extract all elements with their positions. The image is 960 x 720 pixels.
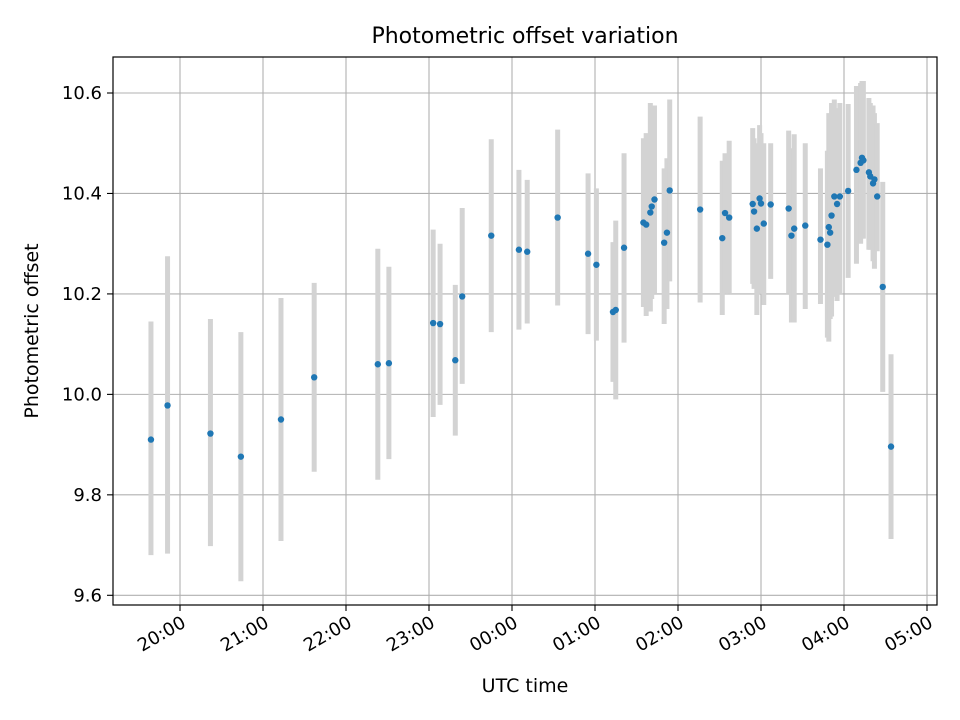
data-point [826, 229, 834, 236]
data-point [277, 416, 285, 423]
data-point [767, 201, 774, 208]
data-point [207, 430, 214, 437]
chart-title: Photometric offset variation [371, 24, 678, 49]
y-tick-label: 10.6 [62, 83, 102, 104]
data-point [725, 214, 733, 221]
data-point [660, 239, 668, 246]
data-point [757, 200, 765, 207]
y-tick-label: 9.8 [73, 485, 102, 506]
data-point [237, 453, 245, 460]
data-point [459, 293, 466, 300]
plot-area [113, 57, 937, 605]
data-point [452, 357, 459, 364]
data-point [651, 196, 658, 203]
data-point [429, 319, 437, 327]
data-point [887, 443, 895, 450]
data-point [791, 225, 798, 232]
data-point [648, 203, 655, 210]
data-point [593, 261, 600, 268]
y-axis: 9.6 9.8 10.0 10.2 10.4 10.6 [62, 83, 113, 606]
data-point [831, 193, 838, 200]
data-point [853, 166, 860, 174]
data-point [879, 283, 886, 291]
plot-frame [112, 56, 938, 606]
data-point [696, 206, 704, 213]
data-point [164, 402, 171, 409]
data-point [860, 157, 867, 164]
data-points [147, 154, 895, 460]
y-tick-label: 10.0 [62, 384, 102, 405]
data-point [836, 193, 844, 200]
data-point [620, 244, 628, 251]
data-point [749, 200, 756, 208]
data-point [788, 232, 795, 239]
y-tick-label: 9.6 [73, 585, 102, 606]
data-point [825, 223, 832, 231]
x-axis-label: UTC time [482, 675, 569, 697]
data-point [824, 241, 831, 248]
data-point [554, 214, 561, 221]
data-point [524, 248, 531, 255]
data-point [721, 209, 729, 217]
data-point [785, 205, 792, 212]
data-point [374, 361, 382, 368]
data-point [647, 209, 654, 216]
data-point [833, 200, 841, 208]
data-point [756, 195, 763, 202]
data-point [753, 225, 761, 232]
y-tick-label: 10.4 [62, 183, 102, 204]
data-point [436, 320, 444, 328]
data-point [871, 176, 878, 183]
data-point [802, 222, 809, 229]
data-point [719, 234, 726, 242]
data-point [750, 208, 758, 215]
data-point [385, 360, 393, 367]
data-point [488, 232, 495, 239]
data-point [666, 187, 673, 194]
data-point [828, 212, 835, 219]
data-point [515, 246, 523, 253]
data-point [844, 187, 852, 195]
y-tick-label: 10.2 [62, 284, 102, 305]
y-axis-label: Photometric offset [21, 243, 43, 418]
data-point [584, 250, 592, 257]
data-point [663, 229, 671, 236]
data-point [760, 220, 767, 227]
data-point [310, 374, 318, 381]
data-point [817, 236, 824, 243]
data-point [642, 221, 650, 228]
data-point [147, 436, 155, 443]
data-point [612, 306, 619, 314]
data-point [874, 193, 881, 200]
